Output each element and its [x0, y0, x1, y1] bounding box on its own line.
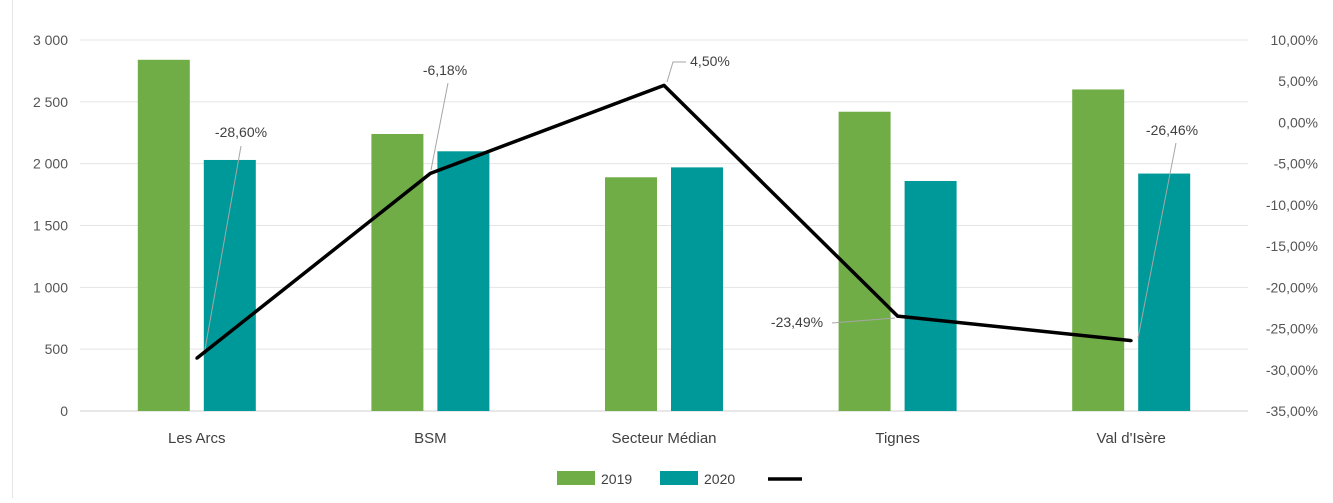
left-tick-label: 0 — [60, 403, 68, 419]
legend-swatch-2020 — [660, 471, 698, 485]
legend: 2019 2020 — [557, 471, 802, 487]
left-tick-label: 3 000 — [33, 32, 68, 48]
label-leader-line — [203, 145, 242, 356]
left-tick-label: 500 — [45, 341, 69, 357]
right-tick-label: -30,00% — [1266, 362, 1318, 378]
bar-2019 — [371, 133, 424, 411]
line-point — [428, 171, 432, 175]
label-leader-line — [430, 82, 449, 171]
legend-swatch-2019 — [557, 471, 595, 485]
data-labels: -28,60% -6,18% 4,50% -23,49% -26,46% — [215, 53, 1198, 330]
bars — [137, 59, 1191, 412]
line-data-label: -23,49% — [771, 314, 823, 330]
left-tick-label: 1 500 — [33, 218, 68, 234]
bar-2020 — [904, 180, 957, 411]
right-tick-label: -25,00% — [1266, 321, 1318, 337]
line-series — [195, 83, 1133, 360]
bar-2019 — [137, 59, 190, 411]
left-tick-label: 2 500 — [33, 94, 68, 110]
line-point — [1129, 339, 1133, 343]
label-leader-line — [831, 317, 896, 324]
left-tick-label: 1 000 — [33, 279, 68, 295]
category-label: Les Arcs — [168, 430, 226, 447]
label-leader-line — [666, 61, 686, 83]
bar-2019 — [605, 177, 657, 411]
category-label: BSM — [414, 430, 447, 447]
line-point — [195, 356, 199, 360]
left-tick-label: 2 000 — [33, 156, 68, 172]
bar-2020 — [437, 151, 490, 412]
line-point — [662, 83, 666, 87]
legend-label: 2019 — [601, 471, 632, 487]
gridlines — [80, 39, 1248, 412]
right-tick-label: -10,00% — [1266, 197, 1318, 213]
category-labels: Les Arcs BSM Secteur Médian Tignes Val d'Isè… — [168, 430, 1166, 447]
bar-2019 — [838, 111, 891, 411]
right-axis-ticks: -35,00% -30,00% -25,00% -20,00% -15,00% -10,0… — [1266, 32, 1318, 419]
right-tick-label: -20,00% — [1266, 279, 1318, 295]
label-leader-lines — [203, 61, 1177, 356]
category-label: Val d'Isère — [1097, 430, 1166, 447]
line-series-path — [195, 83, 1132, 360]
bar-2020 — [203, 159, 256, 411]
line-data-label: 4,50% — [690, 53, 730, 69]
right-tick-label: -5,00% — [1274, 156, 1318, 172]
line-data-label: -6,18% — [423, 62, 467, 78]
category-label: Tignes — [875, 430, 919, 447]
bar-2019 — [1072, 89, 1125, 411]
label-leader-line — [1137, 142, 1177, 339]
line-data-label: -26,46% — [1146, 122, 1198, 138]
right-tick-label: -15,00% — [1266, 238, 1318, 254]
right-tick-label: 0,00% — [1278, 114, 1318, 130]
chart-frame-edge — [12, 0, 13, 498]
right-tick-label: 5,00% — [1278, 73, 1318, 89]
bar-2020 — [671, 167, 723, 411]
line-data-label: -28,60% — [215, 124, 267, 140]
line-point — [896, 314, 900, 318]
left-axis-ticks: 0 500 1 000 1 500 2 000 2 500 3 000 — [33, 32, 68, 419]
right-tick-label: -35,00% — [1266, 403, 1318, 419]
bar-2020 — [1138, 173, 1191, 411]
category-label: Secteur Médian — [611, 430, 716, 447]
right-tick-label: 10,00% — [1271, 32, 1318, 48]
legend-label: 2020 — [704, 471, 735, 487]
